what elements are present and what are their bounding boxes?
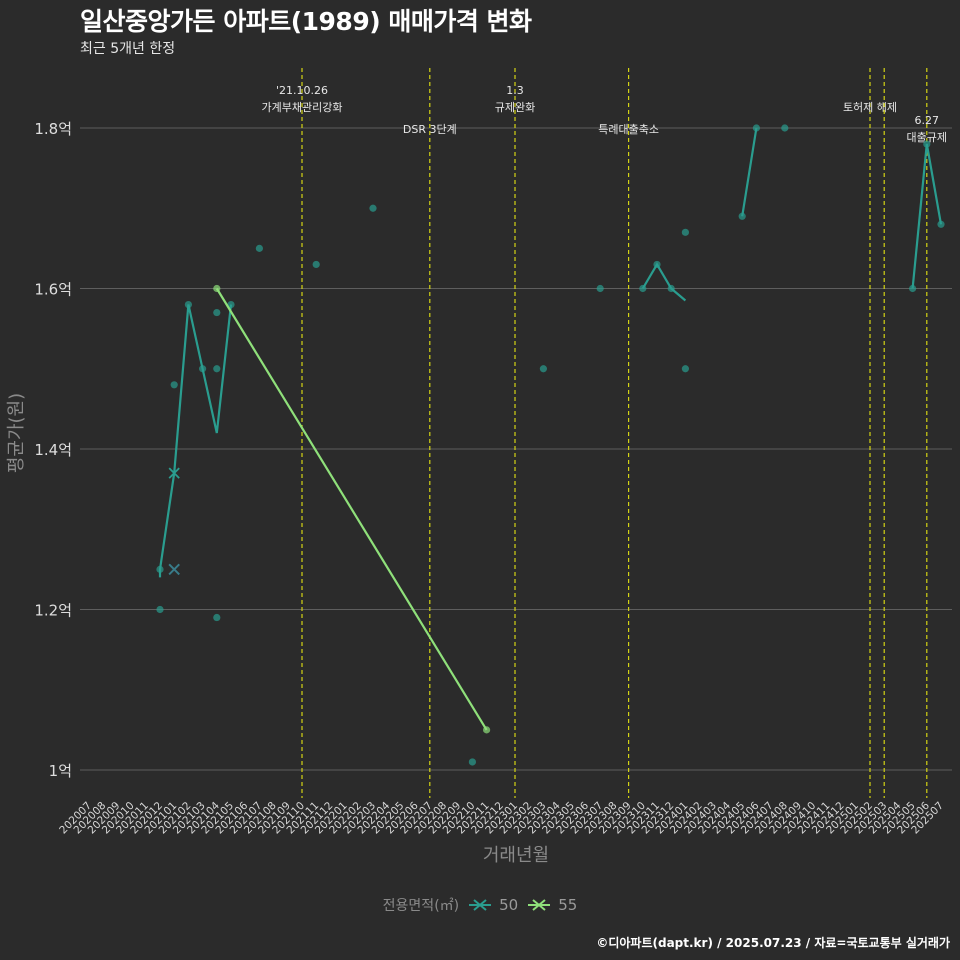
point-50-1 [156, 605, 164, 614]
marker-x-50-0 [168, 467, 180, 479]
point-50-6 [213, 365, 221, 373]
event-label-0-1: 가계부채관리강화 [262, 101, 343, 114]
point-50-19 [681, 365, 690, 373]
marker-x-55-0 [168, 563, 180, 576]
legend-label-55: 55 [558, 896, 578, 914]
point-50-14 [596, 284, 604, 293]
point-50-5 [213, 308, 221, 317]
y-tick-label-2: 1.4억 [34, 441, 72, 459]
event-label-0-0: '21.10.26 [276, 84, 328, 97]
legend-label-50: 50 [499, 896, 519, 914]
legend-title: 전용면적(㎡) [382, 898, 460, 914]
line-50-3 [911, 143, 943, 289]
y-tick-label-3: 1.6억 [34, 281, 72, 299]
point-50-10 [312, 260, 320, 269]
point-50-2 [170, 381, 178, 389]
line-50-1 [641, 262, 687, 302]
y-tick-label-1: 1.2억 [34, 602, 72, 620]
legend-item-50: 50 [467, 896, 518, 914]
legend-swatch-55 [528, 899, 551, 911]
point-50-12 [468, 758, 476, 766]
chart-subtitle: 최근 5개년 한정 [80, 41, 176, 57]
chart-title: 일산중앙가든 아파트(1989) 매매가격 변화 [80, 7, 532, 36]
event-label-6-0: 6.27 [915, 114, 940, 127]
legend-swatch-50 [469, 899, 492, 911]
event-label-6-1: 대출규제 [907, 131, 947, 144]
point-50-13 [539, 365, 548, 373]
point-50-18 [681, 228, 690, 236]
point-50-9 [255, 244, 263, 252]
event-label-2-1: 규제완화 [495, 101, 535, 114]
legend: 전용면적(㎡) 50 55 [0, 895, 960, 915]
y-tick-label-4: 1.8억 [34, 120, 72, 138]
point-50-22 [781, 124, 789, 132]
event-label-4-0: 토허제 해제 [843, 100, 897, 114]
x-axis-title: 거래년월 [483, 845, 549, 866]
source-caption: ©디아파트(dapt.kr) / 2025.07.23 / 자료=국토교통부 실… [596, 936, 950, 950]
point-50-7 [213, 613, 221, 622]
event-label-3-0: 특례대출축소 [598, 123, 659, 136]
legend-item-55: 55 [526, 896, 577, 914]
event-label-2-0: 1.3 [506, 84, 524, 97]
y-tick-label-0: 1억 [49, 762, 72, 780]
line-50-0 [158, 304, 233, 578]
point-50-11 [369, 204, 377, 212]
line-50-2 [741, 127, 758, 217]
line-55-0 [215, 287, 488, 731]
event-label-1-0: DSR 3단계 [403, 123, 457, 136]
y-axis-title: 평균가(원) [6, 393, 27, 473]
